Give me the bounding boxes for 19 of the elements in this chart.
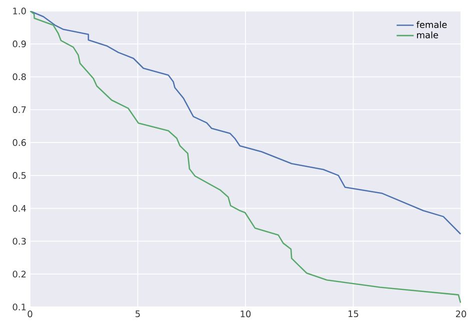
x-tick-label: 0 bbox=[28, 310, 32, 318]
y-tick-label: 0.7 bbox=[12, 106, 26, 114]
y-tick-label: 0.6 bbox=[12, 139, 26, 146]
y-tick-label: 0.3 bbox=[12, 238, 26, 245]
legend-label: female bbox=[416, 21, 447, 28]
legend-label: male bbox=[417, 31, 438, 38]
y-tick-label: 0.1 bbox=[12, 304, 26, 310]
line-series bbox=[30, 11, 462, 235]
x-tick-label: 10 bbox=[240, 310, 251, 318]
y-tick-label: 0.9 bbox=[12, 40, 26, 48]
y-tick-label: 0.2 bbox=[12, 270, 26, 278]
y-tick-label: 0.4 bbox=[12, 204, 26, 212]
y-tick-label: 1.0 bbox=[13, 8, 26, 14]
y-tick-label: 0.5 bbox=[12, 172, 26, 179]
line-series bbox=[30, 11, 462, 304]
y-tick-label: 0.8 bbox=[12, 73, 26, 80]
x-tick-label: 20 bbox=[456, 310, 466, 318]
x-tick-label: 15 bbox=[348, 310, 358, 318]
x-tick-label: 5 bbox=[136, 310, 140, 318]
